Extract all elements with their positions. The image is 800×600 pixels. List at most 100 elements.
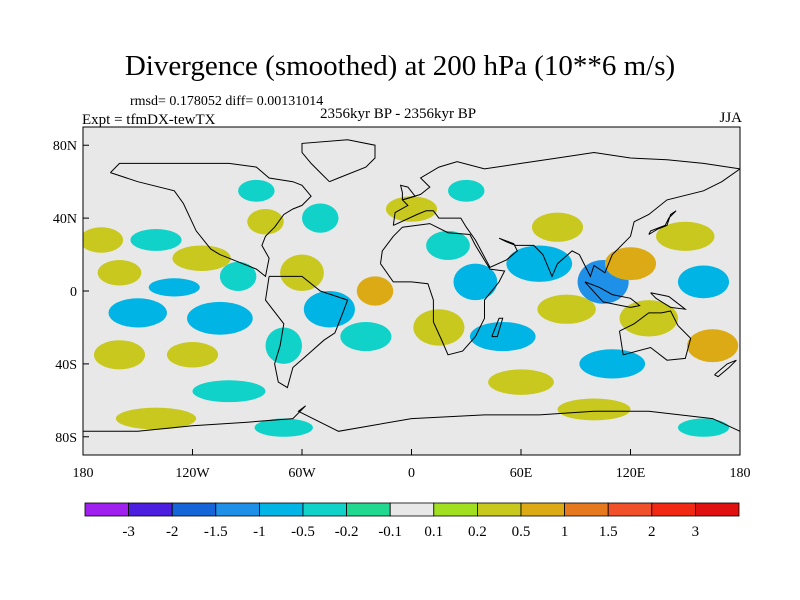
- field-region-30: [656, 221, 715, 251]
- field-region-39: [677, 418, 730, 437]
- y-tick-label-2: 0: [70, 285, 77, 300]
- chart-title: Divergence (smoothed) at 200 hPa (10**6 …: [124, 50, 676, 82]
- field-region-25: [537, 294, 596, 324]
- colorbar-swatch-10: [520, 502, 565, 517]
- colorbar: -3 -2 -1.5 -1 -0.5 -0.2 -0.1 0.1 0.2 0.5 1 1.5 2 3: [84, 502, 740, 540]
- coastline-greenland: [301, 139, 376, 183]
- x-tick-label-6: 180: [730, 466, 751, 481]
- coastline-south-america: [264, 275, 349, 389]
- coastline-north-america: [110, 162, 312, 278]
- colorbar-swatch-5: [302, 502, 347, 517]
- colorbar-swatch-14: [695, 502, 740, 517]
- x-tick-label-4: 60E: [510, 466, 533, 481]
- colorbar-label-11: 1.5: [599, 524, 618, 540]
- colorbar-label-3: -1: [253, 524, 266, 540]
- colorbar-label-13: 3: [692, 524, 700, 540]
- field-region-18: [385, 196, 438, 222]
- colorbar-swatch-7: [389, 502, 435, 517]
- x-tick-label-3: 0: [408, 466, 415, 481]
- x-tick-label-1: 120W: [175, 466, 210, 481]
- colorbar-label-6: -0.1: [378, 524, 402, 540]
- field-region-10: [247, 209, 284, 235]
- divergence-field: [83, 179, 739, 437]
- field-region-29: [619, 300, 678, 337]
- colorbar-label-10: 1: [561, 524, 569, 540]
- colorbar-swatch-2: [171, 502, 217, 517]
- field-region-22: [413, 309, 465, 346]
- colorbar-label-0: -3: [122, 524, 135, 540]
- x-tick-label-0: 180: [73, 466, 94, 481]
- colorbar-swatch-3: [215, 502, 260, 517]
- coastline-new-guinea: [650, 292, 688, 310]
- colorbar-label-8: 0.2: [468, 524, 487, 540]
- stats-text: rmsd= 0.178052 diff= 0.00131014: [130, 94, 324, 109]
- field-region-20: [426, 230, 470, 261]
- season-text: JJA: [719, 110, 742, 126]
- field-region-23: [469, 321, 536, 352]
- coastline-eurasia: [392, 151, 740, 278]
- field-region-15: [265, 327, 302, 364]
- field-region-34: [488, 369, 554, 395]
- period-text: 2356kyr BP - 2356kyr BP: [320, 106, 477, 122]
- colorbar-swatch-11: [564, 502, 609, 517]
- field-region-26: [531, 212, 584, 242]
- coastline-new-zealand: [714, 359, 737, 378]
- field-region-13: [280, 254, 324, 291]
- field-region-36: [115, 407, 197, 430]
- coastline-japan: [648, 210, 677, 235]
- field-region-35: [192, 380, 266, 403]
- field-region-31: [677, 265, 730, 299]
- coastline-africa: [380, 223, 506, 356]
- y-tick-label-1: 40N: [53, 212, 77, 227]
- axis-ticks: 180 120W 60W 0 60E 120E 180 80N 40N 0 40S 80S: [53, 139, 751, 481]
- field-region-24: [506, 245, 573, 282]
- y-tick-label-4: 80S: [55, 431, 77, 446]
- field-region-11: [238, 179, 275, 202]
- y-tick-label-3: 40S: [55, 358, 77, 373]
- field-region-2: [172, 245, 231, 271]
- colorbar-swatch-9: [476, 502, 522, 517]
- colorbar-label-1: -2: [166, 524, 179, 540]
- colorbar-swatch-6: [346, 502, 391, 517]
- coastline-indonesia: [584, 281, 641, 308]
- colorbar-swatch-0: [84, 502, 129, 517]
- field-region-12: [302, 203, 339, 233]
- field-region-8: [93, 340, 146, 370]
- field-region-33: [579, 349, 646, 379]
- coastline-madagascar: [491, 317, 504, 338]
- colorbar-swatch-13: [651, 502, 696, 517]
- coastline-antarctica: [83, 405, 740, 432]
- colorbar-label-9: 0.5: [512, 524, 531, 540]
- colorbar-label-4: -0.5: [291, 524, 315, 540]
- field-region-7: [187, 301, 253, 335]
- colorbar-swatch-1: [128, 502, 173, 517]
- colorbar-label-12: 2: [648, 524, 656, 540]
- colorbar-swatch-12: [607, 502, 653, 517]
- coastlines: [83, 139, 740, 432]
- field-region-1: [130, 229, 182, 251]
- colorbar-label-2: -1.5: [204, 524, 228, 540]
- field-region-9: [166, 342, 219, 368]
- field-region-14: [303, 291, 355, 328]
- colorbar-label-5: -0.2: [335, 524, 359, 540]
- field-region-5: [219, 261, 257, 291]
- field-region-0: [83, 227, 124, 253]
- field-region-6: [108, 298, 167, 328]
- coastline-australia: [619, 310, 692, 361]
- coastline-uk: [399, 184, 416, 201]
- colorbar-label-7: 0.1: [424, 524, 443, 540]
- experiment-text: Expt = tfmDX-tewTX: [82, 112, 216, 128]
- field-region-38: [557, 398, 631, 421]
- y-tick-label-0: 80N: [53, 139, 77, 154]
- field-region-4: [148, 278, 200, 297]
- colorbar-swatch-8: [433, 502, 478, 517]
- field-region-16: [356, 276, 394, 306]
- field-region-32: [687, 329, 739, 363]
- field-region-19: [448, 179, 485, 202]
- field-region-3: [97, 260, 142, 286]
- x-tick-label-2: 60W: [288, 466, 316, 481]
- field-region-37: [254, 418, 313, 437]
- field-region-17: [340, 321, 392, 352]
- x-tick-label-5: 120E: [616, 466, 646, 481]
